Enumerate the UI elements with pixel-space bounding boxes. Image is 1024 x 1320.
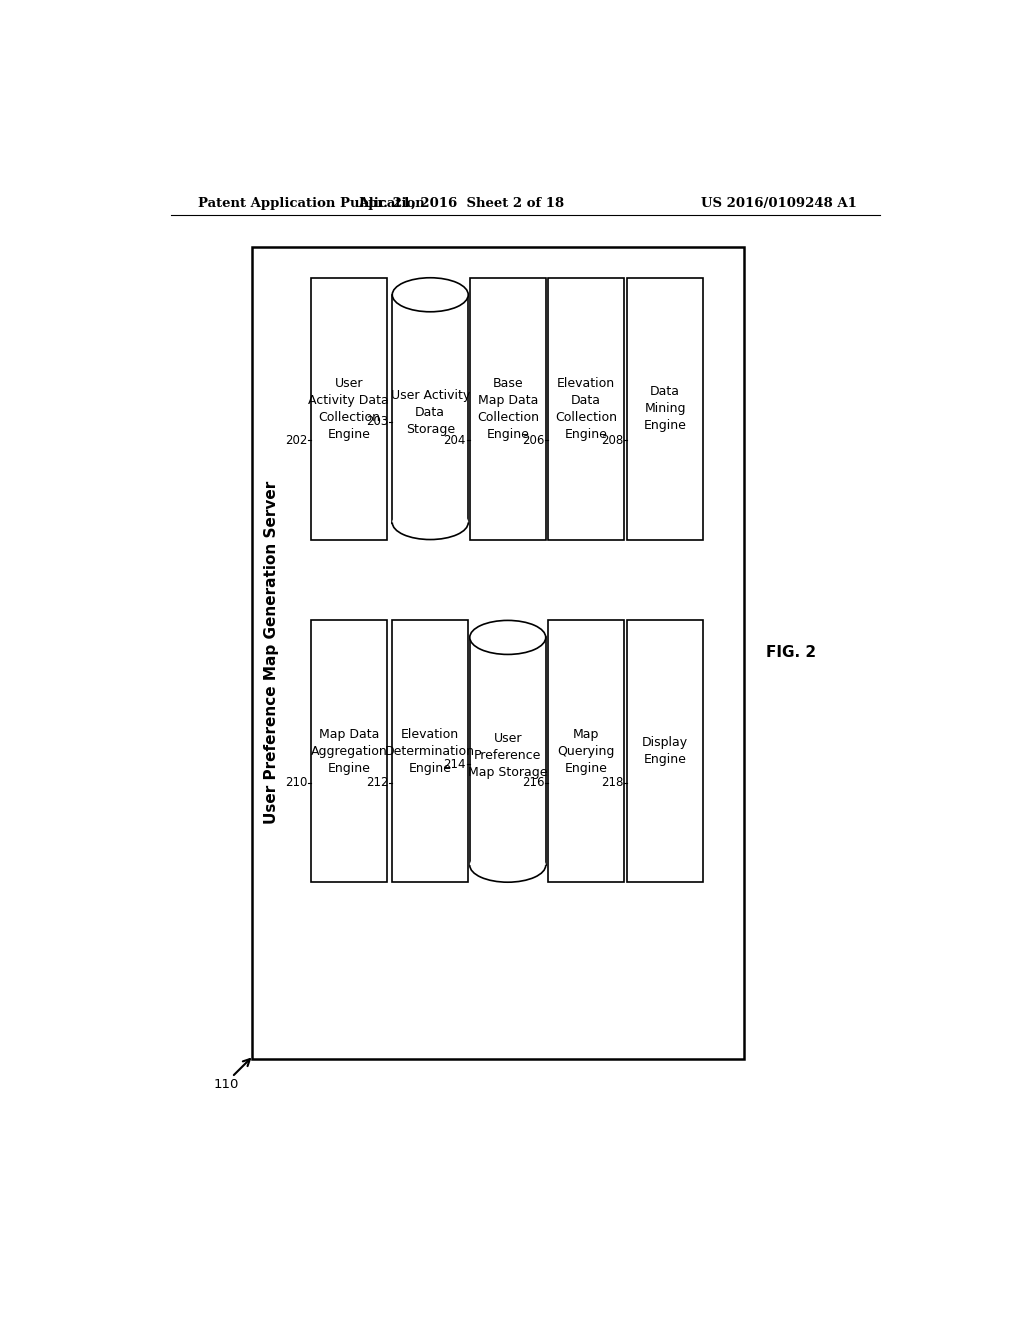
Text: Patent Application Publication: Patent Application Publication	[198, 197, 425, 210]
Text: 204: 204	[443, 433, 466, 446]
Text: 218: 218	[601, 776, 624, 789]
Text: 208: 208	[601, 433, 624, 446]
Text: FIG. 2: FIG. 2	[766, 645, 816, 660]
Bar	[627, 277, 703, 540]
Text: User Preference Map Generation Server: User Preference Map Generation Server	[264, 480, 279, 825]
Text: 214: 214	[443, 758, 466, 771]
Text: Apr. 21, 2016  Sheet 2 of 18: Apr. 21, 2016 Sheet 2 of 18	[358, 197, 564, 210]
Bar	[311, 620, 387, 882]
Text: Elevation
Determination
Engine: Elevation Determination Engine	[385, 727, 475, 775]
Text: Map
Querying
Engine: Map Querying Engine	[557, 727, 614, 775]
Text: 202: 202	[285, 433, 307, 446]
Text: User
Activity Data
Collection
Engine: User Activity Data Collection Engine	[308, 376, 389, 441]
Bar	[548, 620, 624, 882]
Text: 216: 216	[521, 776, 544, 789]
Text: 206: 206	[522, 433, 544, 446]
Text: 110: 110	[214, 1078, 240, 1092]
Bar	[311, 277, 387, 540]
Text: User Activity
Data
Storage: User Activity Data Storage	[390, 389, 470, 436]
Text: Data
Mining
Engine: Data Mining Engine	[644, 385, 686, 432]
Text: Base
Map Data
Collection
Engine: Base Map Data Collection Engine	[477, 376, 539, 441]
Ellipse shape	[470, 849, 546, 882]
Ellipse shape	[392, 506, 468, 540]
Bar	[252, 247, 744, 1059]
Bar	[548, 277, 624, 540]
Bar	[392, 620, 468, 882]
Text: 212: 212	[366, 776, 388, 789]
Text: Elevation
Data
Collection
Engine: Elevation Data Collection Engine	[555, 376, 617, 441]
Text: Display
Engine: Display Engine	[642, 737, 688, 767]
Ellipse shape	[392, 277, 468, 312]
Text: User
Preference
Map Storage: User Preference Map Storage	[468, 731, 548, 779]
Text: 210: 210	[285, 776, 307, 789]
Bar	[470, 277, 546, 540]
Text: Map Data
Aggregation
Engine: Map Data Aggregation Engine	[310, 727, 387, 775]
Text: US 2016/0109248 A1: US 2016/0109248 A1	[700, 197, 856, 210]
Ellipse shape	[470, 620, 546, 655]
Text: 203: 203	[367, 416, 388, 428]
Bar	[627, 620, 703, 882]
